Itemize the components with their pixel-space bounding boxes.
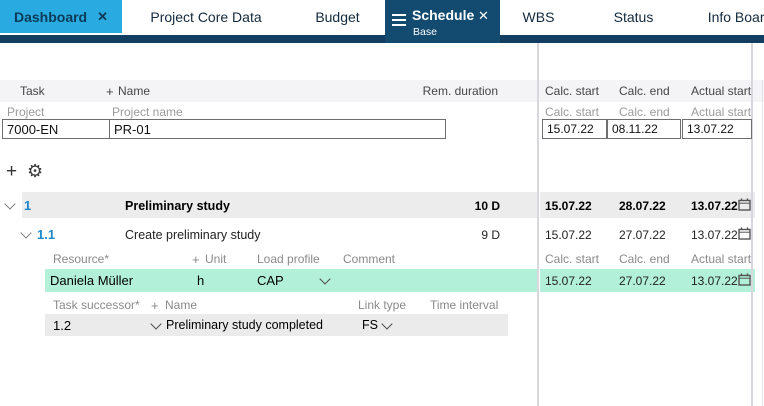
- resource-actual-start: 13.07.22: [691, 274, 738, 288]
- project-actual-start-label: Actual start: [691, 105, 752, 119]
- successor-name-header-label: Name: [165, 298, 198, 312]
- column-divider: [751, 43, 753, 406]
- project-calc-end-input[interactable]: [607, 119, 681, 139]
- resource-calc-start: 15.07.22: [545, 274, 592, 288]
- col-actual-start-label: Actual start: [691, 84, 752, 98]
- tab-info-board[interactable]: Info Board: [690, 0, 764, 33]
- tab-wbs[interactable]: WBS: [500, 0, 577, 33]
- project-calc-start-input[interactable]: [542, 119, 607, 139]
- pane-divider: [537, 43, 539, 406]
- resource-load-profile: CAP: [257, 273, 284, 288]
- tab-status[interactable]: Status: [577, 0, 690, 33]
- resource-calc-end-header: Calc. end: [619, 252, 670, 266]
- task-calc-start: 15.07.22: [545, 228, 592, 242]
- successor-name: Preliminary study completed: [166, 318, 324, 332]
- resource-row[interactable]: [45, 269, 537, 292]
- menu-icon[interactable]: [392, 14, 406, 17]
- task-actual-start: 13.07.22: [691, 199, 738, 213]
- tab-budget-label: Budget: [315, 8, 360, 25]
- add-resource-column-icon[interactable]: +: [192, 252, 200, 267]
- task-wbs: 1: [24, 198, 32, 213]
- col-rem-duration-label: Rem. duration: [422, 84, 498, 98]
- calendar-icon[interactable]: [738, 273, 751, 286]
- task-calc-end: 27.07.22: [619, 228, 666, 242]
- task-calc-start: 15.07.22: [545, 199, 592, 213]
- resource-actual-start-header: Actual start: [691, 252, 752, 266]
- unit-header-label: Unit: [205, 252, 227, 266]
- task-wbs: 1.1: [37, 227, 56, 242]
- project-name-input[interactable]: [109, 119, 446, 139]
- project-actual-start-input[interactable]: [682, 119, 752, 139]
- tab-info-board-label: Info Board: [707, 8, 764, 25]
- add-column-icon[interactable]: +: [106, 84, 114, 99]
- tab-dashboard[interactable]: Dashboard ✕: [0, 0, 122, 33]
- load-profile-header-label: Load profile: [257, 252, 320, 266]
- tab-status-label: Status: [613, 8, 654, 25]
- resource-name: Daniela Müller: [50, 273, 134, 288]
- close-icon[interactable]: ✕: [97, 9, 109, 24]
- task-rem-duration: 10 D: [474, 199, 500, 213]
- tab-budget[interactable]: Budget: [290, 0, 385, 33]
- tab-schedule-label: Schedule: [412, 7, 475, 23]
- link-type-header-label: Link type: [358, 298, 407, 312]
- add-task-icon[interactable]: +: [6, 161, 18, 182]
- calendar-icon[interactable]: [738, 227, 751, 240]
- calendar-icon[interactable]: [738, 198, 751, 211]
- task-calc-end: 28.07.22: [619, 199, 666, 213]
- task-name: Create preliminary study: [125, 228, 261, 242]
- close-icon[interactable]: ✕: [478, 8, 489, 23]
- task-actual-start: 13.07.22: [691, 228, 738, 242]
- col-task-label: Task: [20, 84, 45, 98]
- gear-icon[interactable]: ⚙: [27, 161, 44, 182]
- project-id-input[interactable]: [2, 119, 110, 139]
- col-name-label: Name: [118, 84, 151, 98]
- tab-schedule-sublabel: Base: [413, 26, 437, 38]
- col-calc-start-label: Calc. start: [545, 84, 600, 98]
- add-successor-column-icon[interactable]: +: [151, 298, 159, 313]
- tab-project-core-data-label: Project Core Data: [150, 8, 262, 25]
- resource-row[interactable]: [540, 269, 755, 292]
- table-row[interactable]: [22, 192, 537, 218]
- project-row-label: Project: [7, 105, 45, 119]
- project-name-label: Project name: [112, 105, 183, 119]
- collapse-chevron-icon[interactable]: [20, 227, 32, 239]
- tabbar-underline: [0, 35, 764, 43]
- col-calc-end-label: Calc. end: [619, 84, 670, 98]
- time-interval-header-label: Time interval: [430, 298, 499, 312]
- task-rem-duration: 9 D: [481, 228, 500, 242]
- tab-wbs-label: WBS: [522, 8, 555, 25]
- task-name: Preliminary study: [125, 199, 230, 213]
- comment-header-label: Comment: [343, 252, 396, 266]
- resource-calc-end: 27.07.22: [619, 274, 666, 288]
- project-calc-end-label: Calc. end: [619, 105, 670, 119]
- successor-id: 1.2: [53, 318, 72, 333]
- tab-dashboard-label: Dashboard: [13, 8, 88, 25]
- successor-row[interactable]: [45, 314, 508, 336]
- column-header-row: [0, 80, 764, 102]
- resource-calc-start-header: Calc. start: [545, 252, 600, 266]
- tab-project-core-data[interactable]: Project Core Data: [122, 0, 290, 33]
- resource-header-label: Resource*: [53, 252, 110, 266]
- table-row[interactable]: [540, 192, 755, 218]
- tab-schedule[interactable]: Schedule ✕ Base: [385, 0, 500, 43]
- task-successor-header-label: Task successor*: [53, 298, 140, 312]
- project-calc-start-label: Calc. start: [545, 105, 600, 119]
- successor-link-type: FS: [362, 318, 378, 332]
- edge-divider: [762, 80, 763, 406]
- resource-unit: h: [197, 273, 205, 288]
- collapse-chevron-icon[interactable]: [4, 198, 16, 210]
